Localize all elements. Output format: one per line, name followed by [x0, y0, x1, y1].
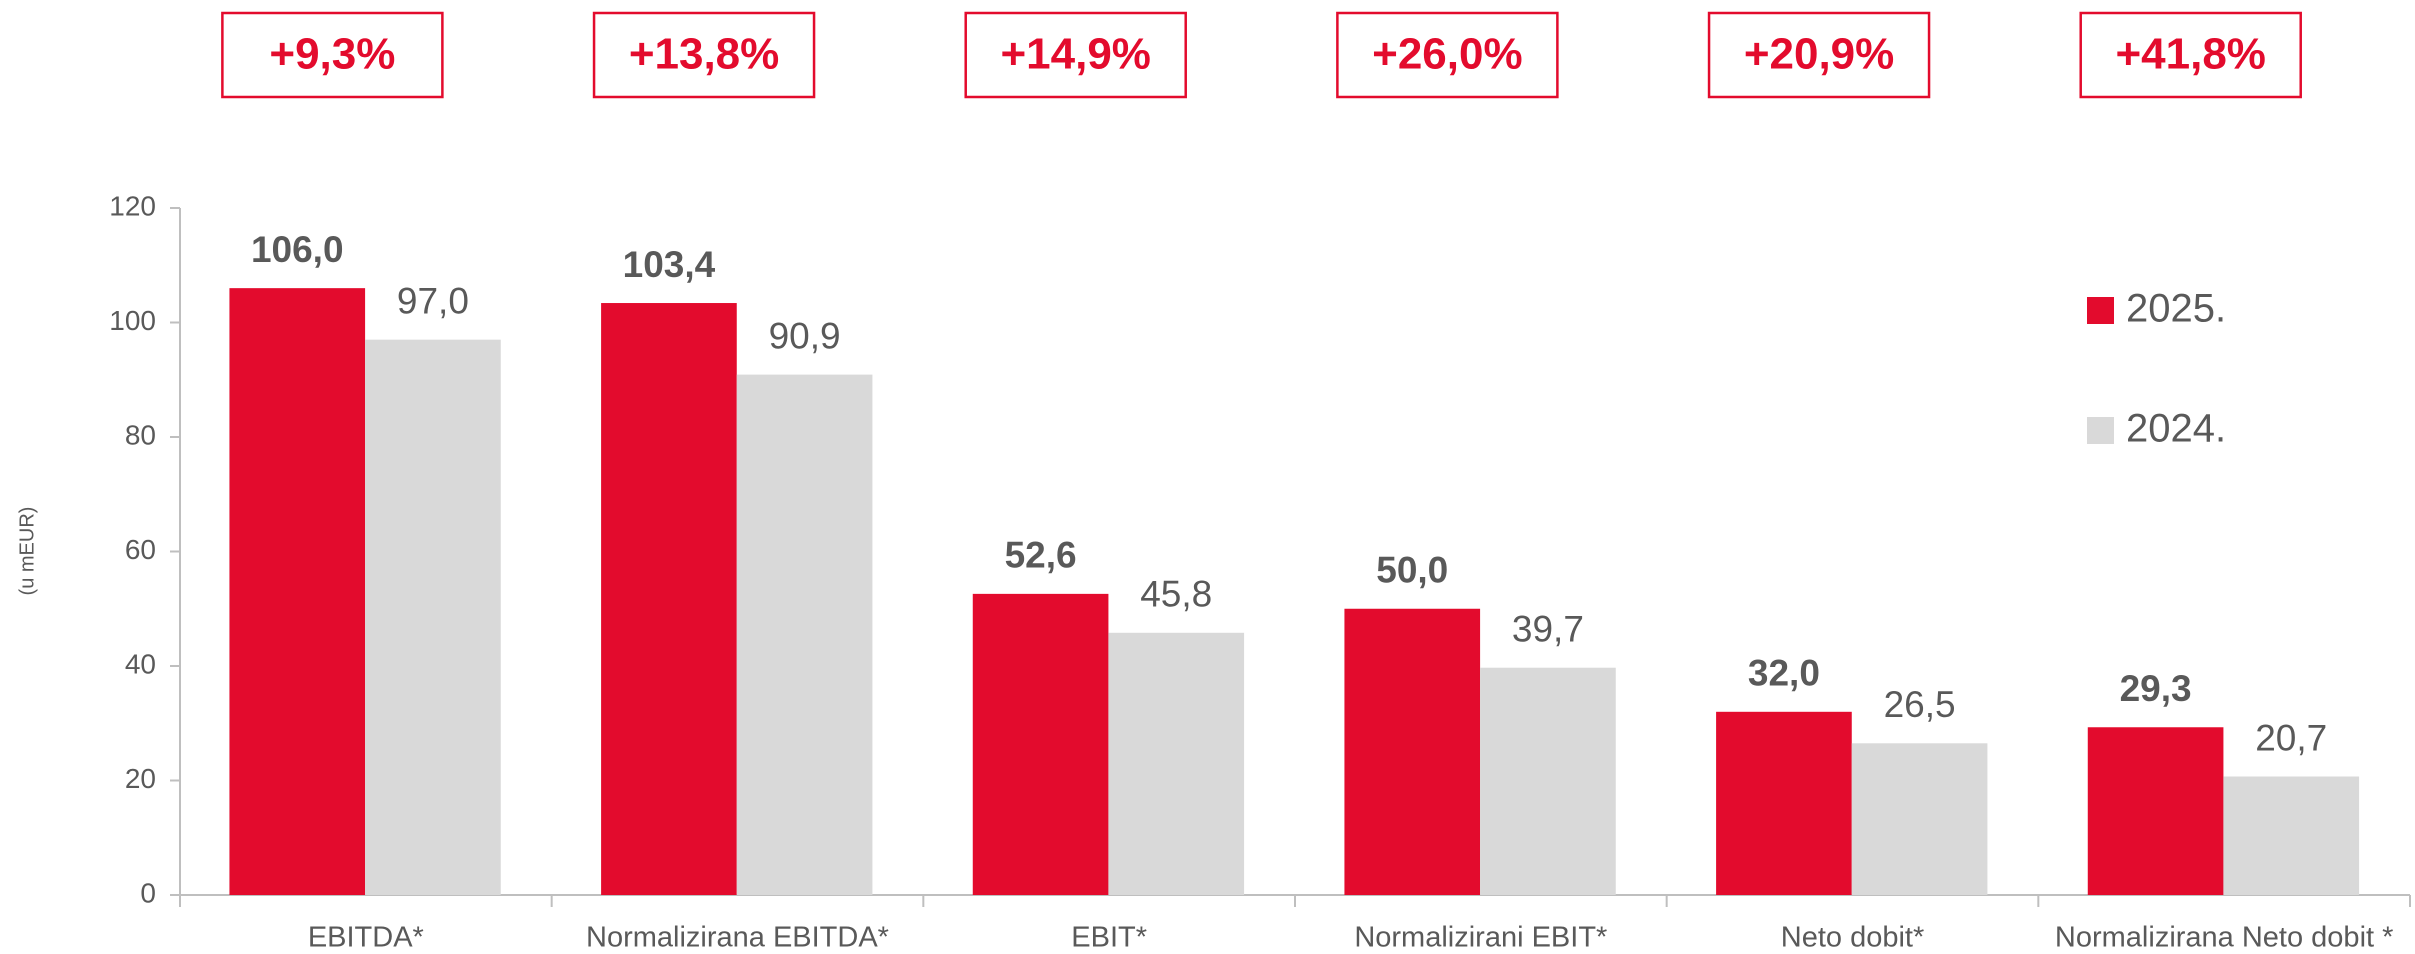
annotation-box — [1707, 11, 1931, 99]
x-tick-label: Normalizirani EBIT* — [1354, 922, 1607, 954]
x-tick-label: Neto dobit* — [1781, 922, 1925, 954]
annotation: +13,8% — [629, 30, 779, 79]
bar — [365, 339, 501, 895]
value-label: 103,4 — [623, 244, 716, 285]
y-tick-label: 40 — [125, 648, 156, 679]
y-tick-label: 80 — [125, 419, 156, 450]
legend-swatch — [2087, 297, 2114, 324]
x-tick-label: Normalizirana Neto dobit * — [2055, 922, 2393, 954]
annotation: +14,9% — [1000, 30, 1150, 79]
legend-label: 2025. — [2126, 287, 2226, 331]
legend-swatch — [2087, 417, 2114, 444]
annotation: +26,0% — [1372, 30, 1522, 79]
annotation: +20,9% — [1744, 30, 1894, 79]
y-tick-label: 20 — [125, 763, 156, 794]
bar — [1480, 667, 1616, 895]
bar — [1108, 632, 1245, 895]
bar — [2223, 776, 2360, 895]
annotation-box — [2079, 11, 2302, 99]
value-label: 90,9 — [769, 315, 841, 356]
bar — [972, 593, 1109, 895]
bar — [2087, 727, 2224, 895]
y-tick-label: 60 — [125, 534, 156, 565]
annotation-box — [221, 11, 444, 99]
value-label: 29,3 — [2120, 668, 2192, 709]
bar — [1851, 743, 1988, 895]
value-label: 106,0 — [251, 229, 344, 270]
annotation-box — [1336, 11, 1559, 99]
value-label: 20,7 — [2255, 717, 2327, 758]
value-label: 45,8 — [1140, 574, 1212, 615]
value-label: 50,0 — [1376, 550, 1448, 591]
y-tick-label: 100 — [109, 305, 156, 336]
value-label: 39,7 — [1512, 608, 1584, 649]
annotation: +9,3% — [269, 30, 395, 79]
value-label: 52,6 — [1005, 535, 1077, 576]
bar — [229, 288, 366, 895]
value-label: 97,0 — [397, 280, 469, 321]
annotation-box — [592, 11, 816, 99]
value-label: 32,0 — [1748, 653, 1820, 694]
annotation-box — [964, 11, 1187, 99]
annotation: +41,8% — [2115, 30, 2265, 79]
x-tick-label: Normalizirana EBITDA* — [586, 922, 889, 954]
bar — [736, 374, 873, 895]
y-axis-label: (u mEUR) — [16, 507, 38, 596]
bar — [1716, 711, 1852, 895]
bar — [601, 303, 737, 895]
y-tick-label: 0 — [140, 877, 156, 908]
y-tick-label: 120 — [109, 190, 156, 221]
x-tick-label: EBITDA* — [308, 922, 424, 954]
bar — [1344, 608, 1481, 895]
value-label: 26,5 — [1884, 684, 1956, 725]
legend-label: 2024. — [2126, 407, 2226, 451]
x-tick-label: EBIT* — [1071, 922, 1147, 954]
